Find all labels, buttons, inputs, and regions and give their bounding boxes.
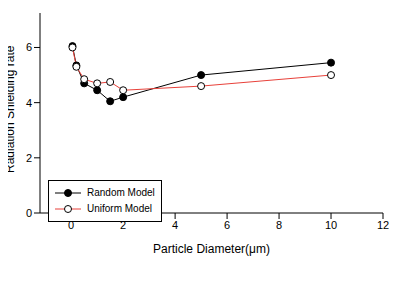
svg-text:2: 2 [120, 219, 126, 231]
svg-text:12: 12 [377, 219, 389, 231]
svg-text:0: 0 [68, 219, 74, 231]
svg-text:4: 4 [172, 219, 178, 231]
svg-text:6: 6 [224, 219, 230, 231]
svg-text:2: 2 [26, 152, 32, 164]
svg-text:6: 6 [26, 41, 32, 53]
html-text:Random Model: Random Model [87, 187, 155, 198]
html-text:Uniform Model: Uniform Model [87, 203, 152, 214]
svg-text:4: 4 [26, 97, 32, 109]
svg-text:0: 0 [26, 207, 32, 219]
svg-text:Radiation Shielding rate: Radiation Shielding rate [8, 45, 17, 173]
svg-text:Particle Diameter(μm): Particle Diameter(μm) [153, 242, 270, 256]
svg-text:8: 8 [276, 219, 282, 231]
svg-text:10: 10 [325, 219, 337, 231]
